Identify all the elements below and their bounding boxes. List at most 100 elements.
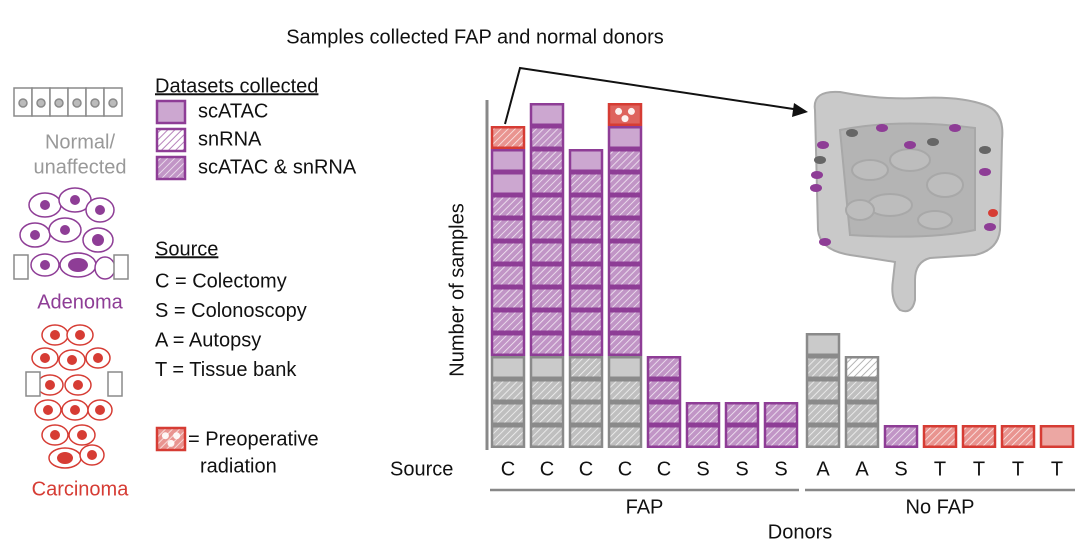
radiation-label: = Preoperative [188, 428, 319, 450]
tissue-label: Normal/ [45, 131, 115, 153]
sample-block [607, 333, 643, 356]
radiation-label: radiation [200, 455, 277, 477]
sample-block [529, 264, 565, 287]
block-stack-segment [490, 356, 526, 379]
block-stack-segment [805, 356, 841, 448]
x-tick-label: S [774, 458, 787, 480]
source-row-label: Source [390, 458, 453, 480]
sample-block [490, 356, 526, 379]
sample-block [529, 195, 565, 218]
legend-label: scATAC & snRNA [198, 156, 357, 178]
sample-block [724, 402, 760, 425]
block-stack-segment [490, 149, 526, 195]
block-stack-segment [568, 172, 604, 356]
legend-swatch [155, 127, 187, 153]
sample-block [568, 425, 604, 448]
colon-sample-dots [810, 124, 998, 246]
sample-block [490, 333, 526, 356]
source-title: Source [155, 238, 218, 260]
sample-block [883, 425, 919, 448]
x-tick-label: C [657, 458, 671, 480]
sample-block [1039, 425, 1075, 448]
sample-block [568, 333, 604, 356]
x-tick-label: S [735, 458, 748, 480]
sample-block [529, 287, 565, 310]
block-stack-segment [724, 402, 760, 448]
sample-block [844, 356, 880, 379]
sample-block [568, 264, 604, 287]
y-axis-label: Number of samples [446, 203, 468, 376]
block-stack-segment [646, 356, 682, 448]
source-legend-item: S = Colonoscopy [155, 300, 307, 322]
sample-block [490, 379, 526, 402]
group-label: FAP [626, 496, 664, 518]
sample-block [568, 149, 604, 172]
radiation-icon [173, 432, 181, 440]
sample-block [529, 425, 565, 448]
sample-block [607, 287, 643, 310]
sample-block [529, 103, 565, 126]
x-tick-label: S [696, 458, 709, 480]
sample-block [529, 218, 565, 241]
sample-block [805, 379, 841, 402]
block-stack-segment [529, 126, 565, 356]
x-tick-label: T [973, 458, 985, 480]
block-stack-segment [490, 126, 526, 149]
sample-block [763, 402, 799, 425]
sample-block [607, 310, 643, 333]
sample-block [646, 402, 682, 425]
sample-block [568, 218, 604, 241]
block-stack-segment [805, 333, 841, 356]
arrow [504, 66, 808, 125]
x-tick-label: A [855, 458, 869, 480]
sample-block [922, 425, 958, 448]
sample-block [607, 195, 643, 218]
sample-block [529, 333, 565, 356]
sample-block [490, 126, 526, 149]
x-tick-label: T [1051, 458, 1063, 480]
legend-label: scATAC [198, 100, 268, 122]
sample-block [607, 379, 643, 402]
sample-block [607, 402, 643, 425]
sample-block [646, 356, 682, 379]
title: Samples collected FAP and normal donors [286, 26, 664, 48]
sample-block [805, 333, 841, 356]
sample-block [529, 310, 565, 333]
sample-block [490, 218, 526, 241]
sample-block [529, 126, 565, 149]
block-stack-segment [490, 195, 526, 356]
block-stack-segment [490, 379, 526, 448]
block-stack-segment [1000, 425, 1036, 448]
radiation-icon [161, 432, 169, 440]
sample-block [607, 241, 643, 264]
radiation-icon [621, 115, 629, 123]
x-tick-label: C [501, 458, 515, 480]
block-stack-segment [607, 379, 643, 448]
colon-illustration [813, 90, 1004, 313]
sample-block [646, 425, 682, 448]
x-tick-label: A [816, 458, 830, 480]
legend-label: snRNA [198, 128, 262, 150]
sample-block [724, 425, 760, 448]
sample-block [490, 310, 526, 333]
sample-block [529, 149, 565, 172]
block-stack-segment [607, 126, 643, 149]
block-stack-segment [607, 149, 643, 356]
tissue-label: Adenoma [37, 291, 123, 313]
sample-block [1000, 425, 1036, 448]
sample-block [607, 149, 643, 172]
sample-block [844, 425, 880, 448]
datasets-title: Datasets collected [155, 75, 318, 97]
tissue-label: Carcinoma [32, 478, 130, 500]
sample-block [844, 402, 880, 425]
sample-block [568, 356, 604, 379]
sample-block [490, 172, 526, 195]
sample-block [529, 241, 565, 264]
sample-block [490, 402, 526, 425]
adenoma-cells [13, 187, 129, 280]
block-stack-segment [1039, 425, 1075, 448]
sample-block [490, 241, 526, 264]
sample-block [607, 218, 643, 241]
x-tick-label: C [540, 458, 554, 480]
